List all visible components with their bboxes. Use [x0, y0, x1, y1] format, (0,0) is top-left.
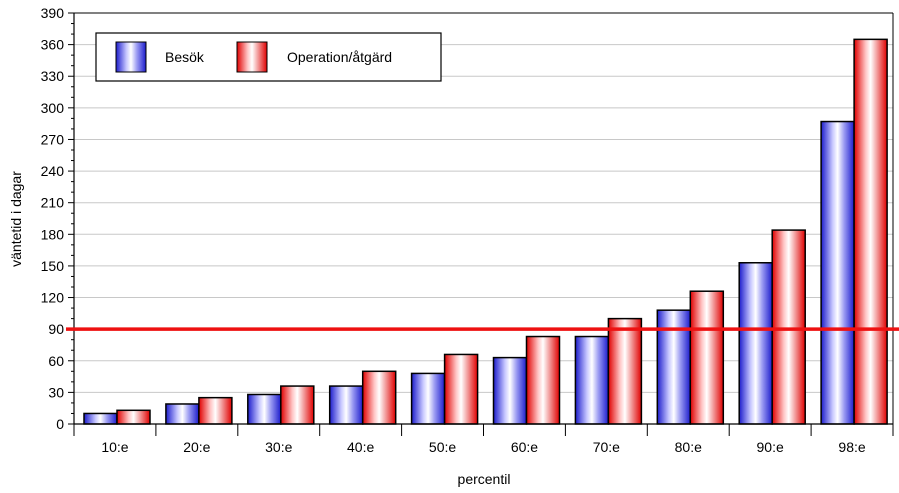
bar-besok: [574, 335, 610, 425]
axes: 0 30 60 90 120 150 180 210 240 270 300 330 360 390 10:…: [41, 5, 894, 455]
bar-besok: [328, 385, 364, 425]
y-tick-label: 30: [48, 384, 64, 400]
bar-operation: [525, 335, 561, 425]
bar-besok: [738, 262, 773, 425]
legend-swatch-operation: [236, 41, 268, 73]
x-tick-label: 40:e: [347, 439, 374, 455]
bar-operation: [771, 229, 806, 425]
y-tick-label: 210: [41, 195, 65, 211]
y-tick-label: 180: [41, 226, 65, 242]
y-tick-label: 270: [41, 131, 65, 147]
legend-swatch-besok: [115, 41, 147, 73]
bar-besok: [410, 372, 446, 425]
x-tick-label: 50:e: [429, 439, 456, 455]
y-axis-title: väntetid i dagar: [8, 171, 24, 267]
bar-operation: [689, 290, 725, 425]
y-tick-label: 330: [41, 68, 65, 84]
bar-besok: [820, 120, 855, 425]
bar-besok: [492, 356, 528, 425]
bar-operation: [280, 385, 315, 425]
y-tick-label: 360: [41, 37, 65, 53]
bar-besok: [165, 403, 200, 425]
x-tick-label: 90:e: [757, 439, 784, 455]
y-tick-label: 60: [48, 353, 64, 369]
bar-operation: [443, 353, 479, 425]
bar-operation: [853, 38, 888, 425]
y-tick-label: 120: [41, 290, 65, 306]
x-axis-title: percentil: [458, 471, 511, 487]
bar-operation: [116, 409, 151, 425]
y-tick-label: 240: [41, 163, 65, 179]
legend-label-operation: Operation/åtgärd: [287, 49, 392, 65]
bars: [83, 38, 888, 425]
x-tick-label: 80:e: [675, 439, 702, 455]
legend: Besök Operation/åtgärd: [95, 32, 442, 82]
bar-operation: [198, 396, 233, 425]
x-tick-label: 10:e: [101, 439, 128, 455]
x-tick-label: 60:e: [511, 439, 538, 455]
y-tick-label: 390: [41, 5, 65, 21]
legend-box: [95, 32, 442, 82]
legend-label-besok: Besök: [165, 49, 205, 65]
y-tick-label: 300: [41, 100, 65, 116]
bar-besok: [83, 412, 118, 425]
bar-besok: [247, 393, 282, 425]
bar-besok: [656, 309, 692, 425]
x-tick-label: 98:e: [838, 439, 865, 455]
x-tick-label: 70:e: [593, 439, 620, 455]
y-tick-label: 0: [56, 416, 64, 432]
x-tick-label: 20:e: [183, 439, 210, 455]
bar-operation: [607, 317, 643, 425]
bar-operation: [361, 370, 397, 425]
y-tick-label: 90: [48, 321, 64, 337]
y-tick-label: 150: [41, 258, 65, 274]
x-tick-label: 30:e: [265, 439, 292, 455]
